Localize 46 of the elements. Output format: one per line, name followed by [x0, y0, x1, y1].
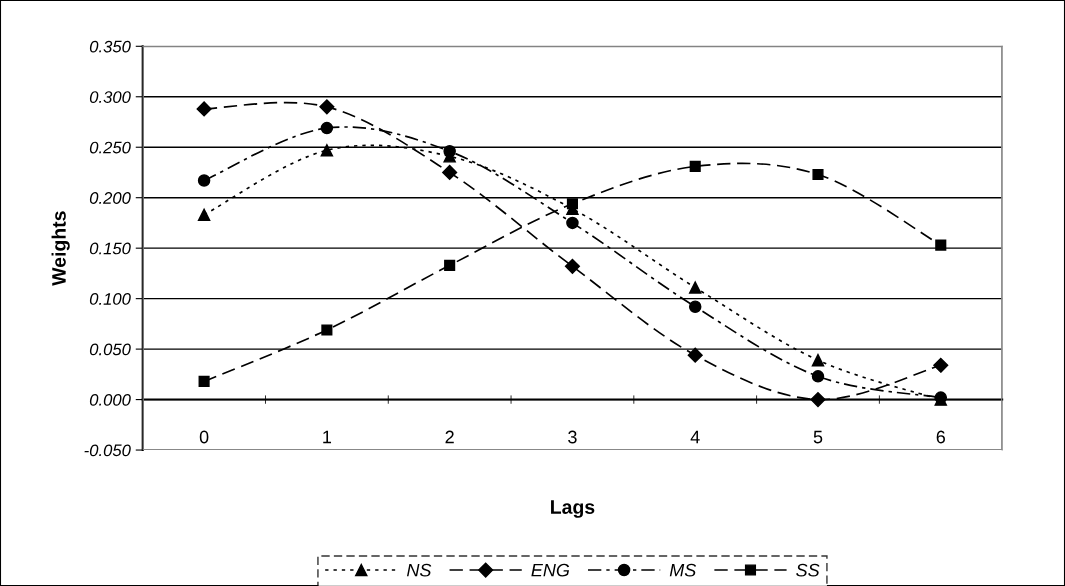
point: [442, 164, 458, 181]
y-tick-label: 0.100: [89, 293, 131, 305]
y-axis-title: Weights: [51, 211, 70, 286]
point: [688, 281, 702, 294]
y-tick-label: 0.000: [89, 393, 131, 406]
point: [444, 259, 456, 271]
x-tick-label: 1: [323, 430, 332, 444]
point: [564, 258, 581, 274]
x-tick-label: 4: [690, 430, 700, 444]
x-tick-label: 0: [199, 430, 209, 444]
point: [321, 324, 333, 336]
x-tick-label: 2: [445, 430, 454, 444]
point: [812, 168, 824, 181]
point: [811, 370, 825, 383]
point: [689, 160, 701, 172]
point: [320, 121, 334, 135]
point: [320, 144, 334, 157]
point: [811, 353, 825, 367]
x-axis-title: Lags: [551, 500, 595, 518]
legend-label: SS: [796, 563, 820, 577]
point: [935, 239, 947, 251]
y-tick-label: -0.050: [84, 444, 131, 457]
legend-label: NS: [406, 563, 432, 577]
y-tick-label: 0.050: [89, 343, 131, 356]
legend-label: ENG: [531, 563, 570, 577]
point: [933, 357, 949, 373]
y-tick-label: 0.200: [89, 192, 131, 204]
point: [688, 300, 702, 313]
y-tick-label: 0.250: [89, 141, 131, 154]
point: [687, 347, 703, 363]
point: [566, 216, 579, 230]
point: [566, 198, 578, 210]
point: [198, 375, 210, 387]
legend-label: MS: [669, 563, 697, 577]
y-tick-label: 0.350: [89, 40, 131, 53]
point: [197, 208, 211, 222]
point: [443, 145, 456, 158]
point: [810, 392, 826, 408]
x-tick-label: 5: [813, 430, 823, 444]
point: [197, 174, 211, 187]
y-tick-label: 0.300: [89, 91, 131, 103]
x-tick-label: 3: [568, 430, 577, 444]
y-tick-label: 0.150: [89, 242, 131, 255]
point: [319, 99, 335, 115]
point: [196, 101, 212, 117]
x-tick-label: 6: [936, 430, 945, 444]
